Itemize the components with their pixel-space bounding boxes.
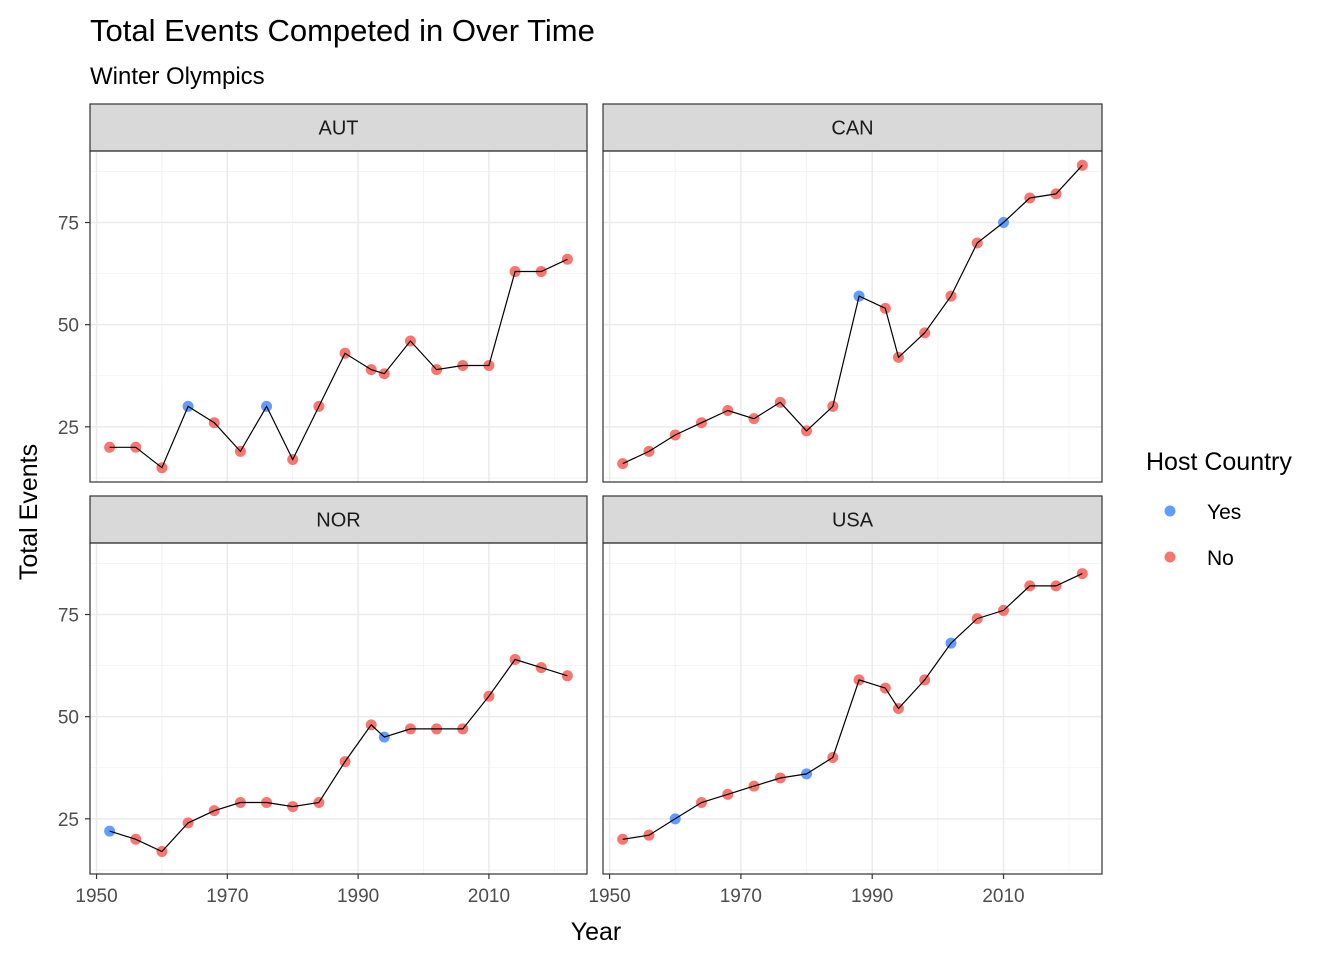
- panel-nor: NOR 25 50 75 1950 1970 1990 2010: [58, 495, 588, 907]
- facet-strip: [602, 103, 1103, 152]
- facet-strip-label: AUT: [319, 118, 359, 140]
- panel-border: [602, 150, 1103, 483]
- facet-strip-label: NOR: [316, 510, 360, 532]
- legend-label-no: No: [1207, 547, 1234, 570]
- panel-background: [90, 543, 587, 874]
- x-tick-label: 1970: [206, 886, 248, 907]
- y-tick-label: 25: [58, 810, 79, 831]
- series-line-aut: [109, 258, 568, 469]
- x-tick-label: 1950: [75, 886, 117, 907]
- series-line-nor: [109, 658, 568, 853]
- facet-strip: [89, 103, 588, 152]
- legend-key-no: [1164, 551, 1176, 563]
- facet-strip-label: USA: [832, 510, 874, 532]
- data-point-can: [617, 458, 629, 470]
- panel-border: [602, 542, 1103, 875]
- panel-can: CAN: [602, 103, 1103, 483]
- series-line-can: [622, 164, 1083, 465]
- series-line-usa: [622, 573, 1083, 840]
- chart-title: Total Events Competed in Over Time: [90, 13, 595, 48]
- legend-items: Yes No: [1164, 501, 1241, 570]
- x-tick-label: 1950: [588, 886, 630, 907]
- x-axis-title: Year: [571, 918, 622, 946]
- x-tick-label: 2010: [468, 886, 510, 907]
- panel-usa: USA 1950 1970 1990 2010: [588, 495, 1103, 907]
- x-tick-label: 2010: [982, 886, 1024, 907]
- panel-background: [603, 543, 1102, 874]
- x-tick-label: 1990: [851, 886, 893, 907]
- x-tick-label: 1990: [337, 886, 379, 907]
- y-tick-label: 75: [58, 606, 79, 627]
- x-tick-label: 1970: [720, 886, 762, 907]
- legend: Host Country Yes No: [1146, 448, 1292, 570]
- facet-strip: [89, 495, 588, 544]
- facet-strip: [602, 495, 1103, 544]
- facet-strip-label: CAN: [831, 118, 873, 140]
- chart-subtitle: Winter Olympics: [90, 63, 265, 90]
- legend-key-yes: [1164, 505, 1176, 517]
- panel-border: [89, 150, 588, 483]
- y-tick-label: 25: [58, 418, 79, 439]
- panel-aut: AUT 25 50 75: [58, 103, 588, 483]
- y-axis-title: Total Events: [15, 444, 43, 580]
- y-tick-label: 50: [58, 316, 79, 337]
- y-tick-label: 50: [58, 708, 79, 729]
- panel-background: [90, 151, 587, 482]
- panel-border: [89, 542, 588, 875]
- legend-label-yes: Yes: [1207, 501, 1241, 524]
- y-tick-label: 75: [58, 214, 79, 235]
- legend-title: Host Country: [1146, 448, 1292, 476]
